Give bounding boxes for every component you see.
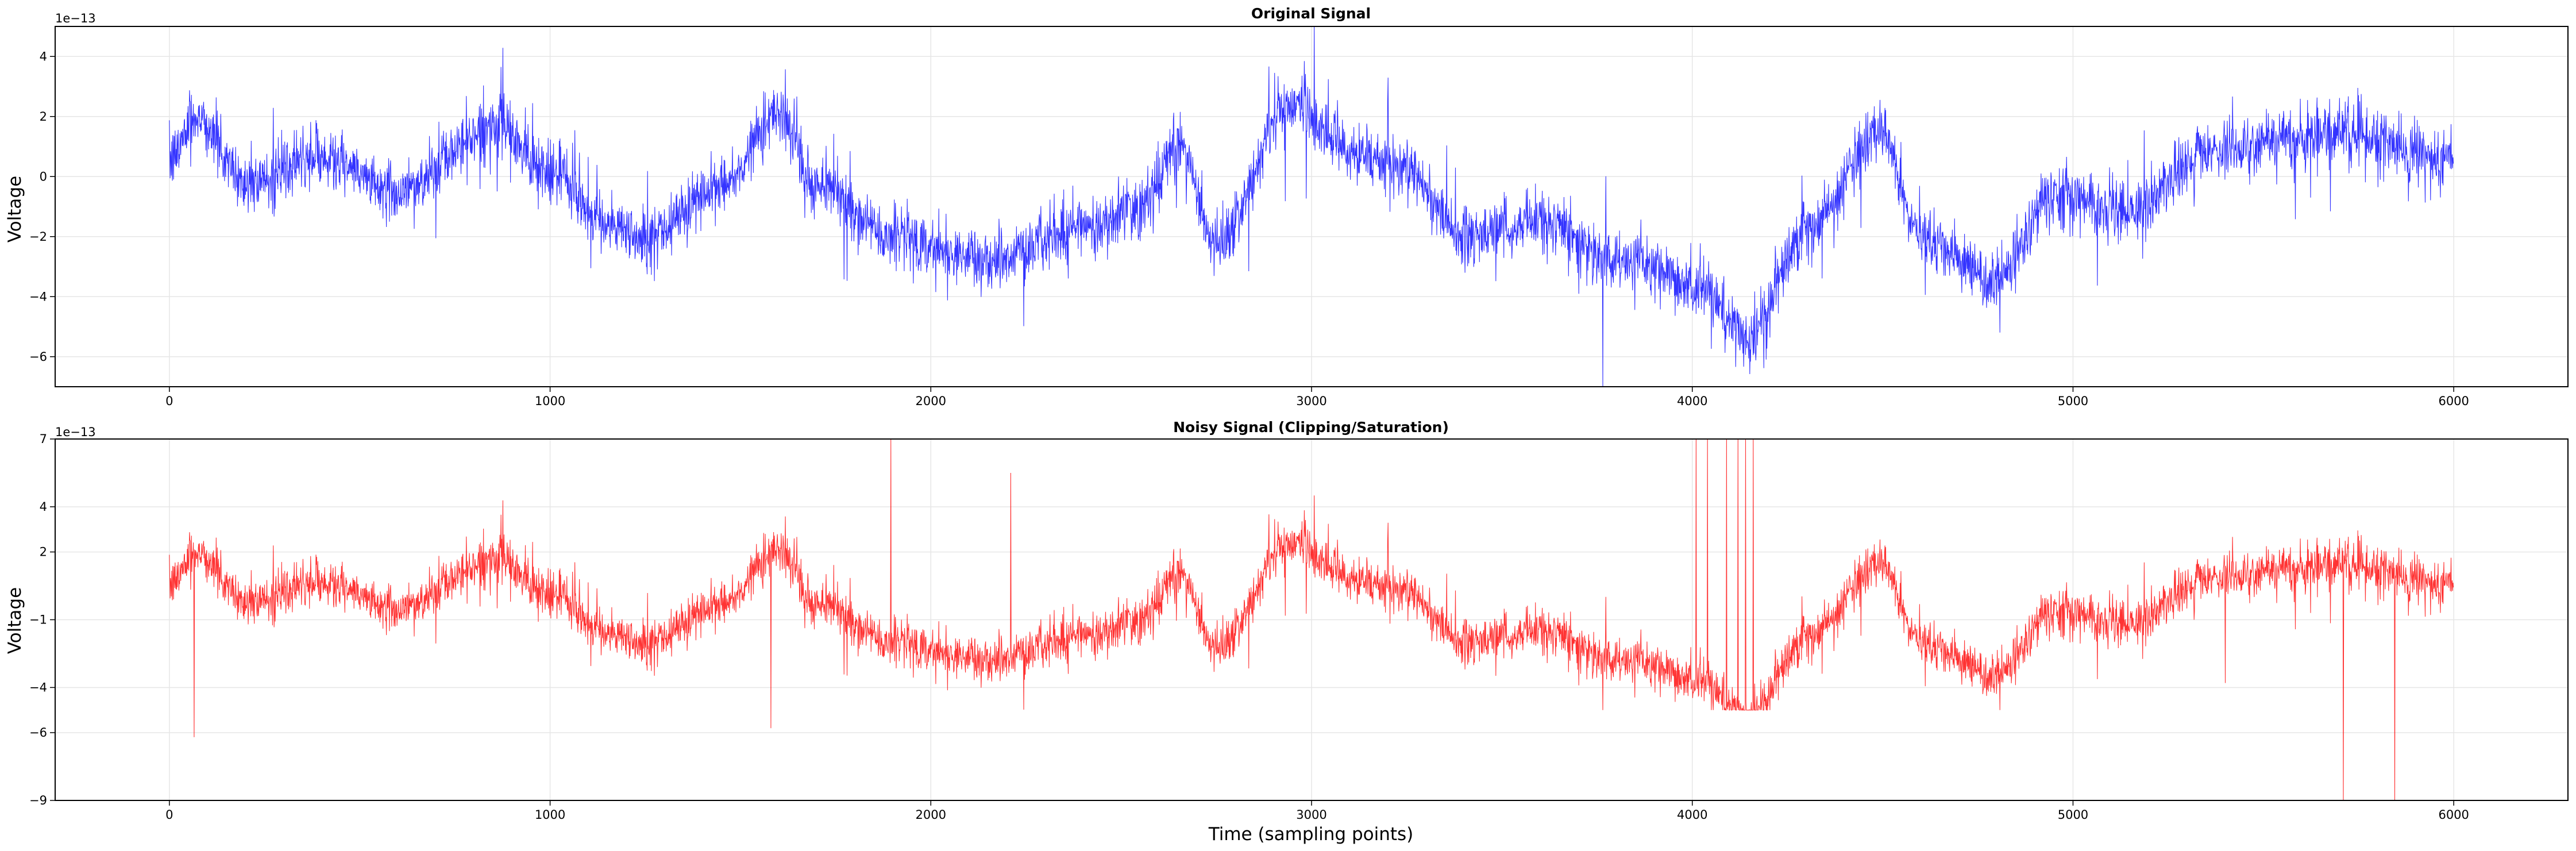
y-tick-label: 7 [40,432,47,446]
x-tick-label: 5000 [2058,394,2088,408]
series-line [169,438,2454,801]
x-tick-label: 1000 [535,808,565,822]
y-tick-label: −4 [29,680,47,694]
y-axis-label: Voltage [5,176,25,242]
x-tick-label: 6000 [2438,808,2469,822]
y-tick-label: 2 [40,110,47,124]
x-axis-ticks: 0 1000 2000 3000 4000 5000 6000 [165,387,2469,408]
y-tick-label: 2 [40,545,47,559]
chart-title: Original Signal [1251,5,1371,22]
x-tick-label: 3000 [1296,808,1326,822]
x-axis-label: Time (sampling points) [1208,824,1414,845]
y-tick-label: −6 [29,350,47,364]
x-tick-label: 2000 [916,808,946,822]
chart-title: Noisy Signal (Clipping/Saturation) [1173,419,1449,436]
x-tick-label: 4000 [1677,808,1707,822]
x-tick-label: 4000 [1677,394,1707,408]
x-tick-label: 0 [165,394,173,408]
y-axis-label: Voltage [5,587,25,654]
y-tick-label: 4 [40,500,47,514]
x-tick-label: 6000 [2438,394,2469,408]
y-offset-label: 1e−13 [55,425,96,439]
y-tick-label: 4 [40,49,47,63]
x-tick-label: 0 [165,808,173,822]
y-tick-label: −2 [29,230,47,244]
y-tick-label: −4 [29,290,47,303]
x-tick-label: 2000 [916,394,946,408]
y-tick-label: −6 [29,726,47,740]
x-tick-label: 5000 [2058,808,2088,822]
y-axis-ticks: −6 −4 −2 0 2 4 [29,49,55,364]
original-signal-panel: Original Signal 1e−13 Voltage 0 1000 2000 3… [5,5,2569,408]
noisy-signal-panel: Noisy Signal (Clipping/Saturation) 1e−13… [5,419,2569,845]
x-tick-label: 1000 [535,394,565,408]
x-axis-ticks: 0 1000 2000 3000 4000 5000 6000 [165,800,2469,822]
series-lines [169,438,2454,801]
series-line [169,26,2454,387]
y-offset-label: 1e−13 [55,11,96,25]
grid [55,26,2568,387]
y-tick-label: −1 [29,613,47,627]
series-lines [169,26,2454,387]
y-axis-ticks: −9 −6 −4 −1 2 4 7 [29,432,55,807]
x-tick-label: 3000 [1296,394,1326,408]
y-tick-label: −9 [29,794,47,807]
y-tick-label: 0 [40,170,47,183]
